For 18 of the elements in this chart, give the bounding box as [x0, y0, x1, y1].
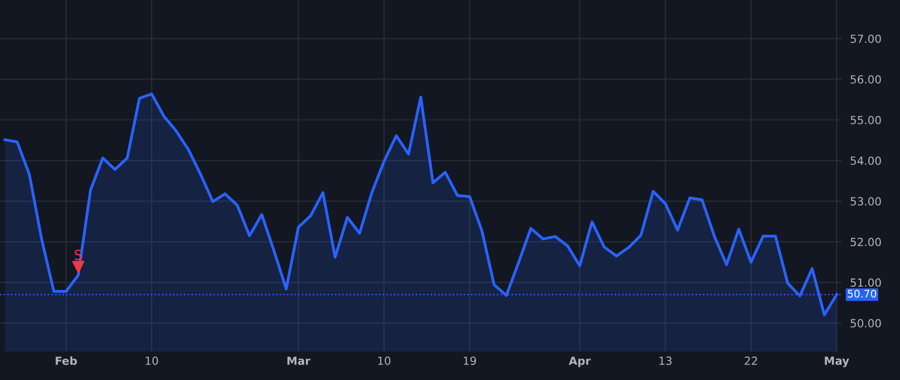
ref-line-label: 50.70: [848, 290, 876, 298]
y-tick-label: 56.00: [850, 75, 881, 84]
x-tick-label: 19: [464, 356, 476, 365]
y-tick-label: 53.00: [850, 197, 881, 206]
y-tick-label: 50.00: [850, 319, 881, 328]
x-tick-label: 13: [660, 356, 672, 365]
x-tick-label: May: [824, 356, 850, 368]
x-tick-label: Apr: [568, 356, 591, 368]
x-tick-label: 10: [378, 356, 390, 365]
x-tick-label: 22: [744, 356, 757, 365]
y-tick-label: 57.00: [850, 34, 881, 43]
x-tick-label: Feb: [56, 356, 77, 365]
y-tick-label: 51.00: [850, 278, 881, 287]
y-tick-label: 52.00: [850, 238, 881, 246]
x-tick-label: 10: [146, 356, 158, 365]
y-tick-label: 54.00: [850, 156, 881, 165]
y-tick-label: 55.00: [850, 116, 881, 124]
x-tick-label: Mar: [287, 356, 310, 365]
